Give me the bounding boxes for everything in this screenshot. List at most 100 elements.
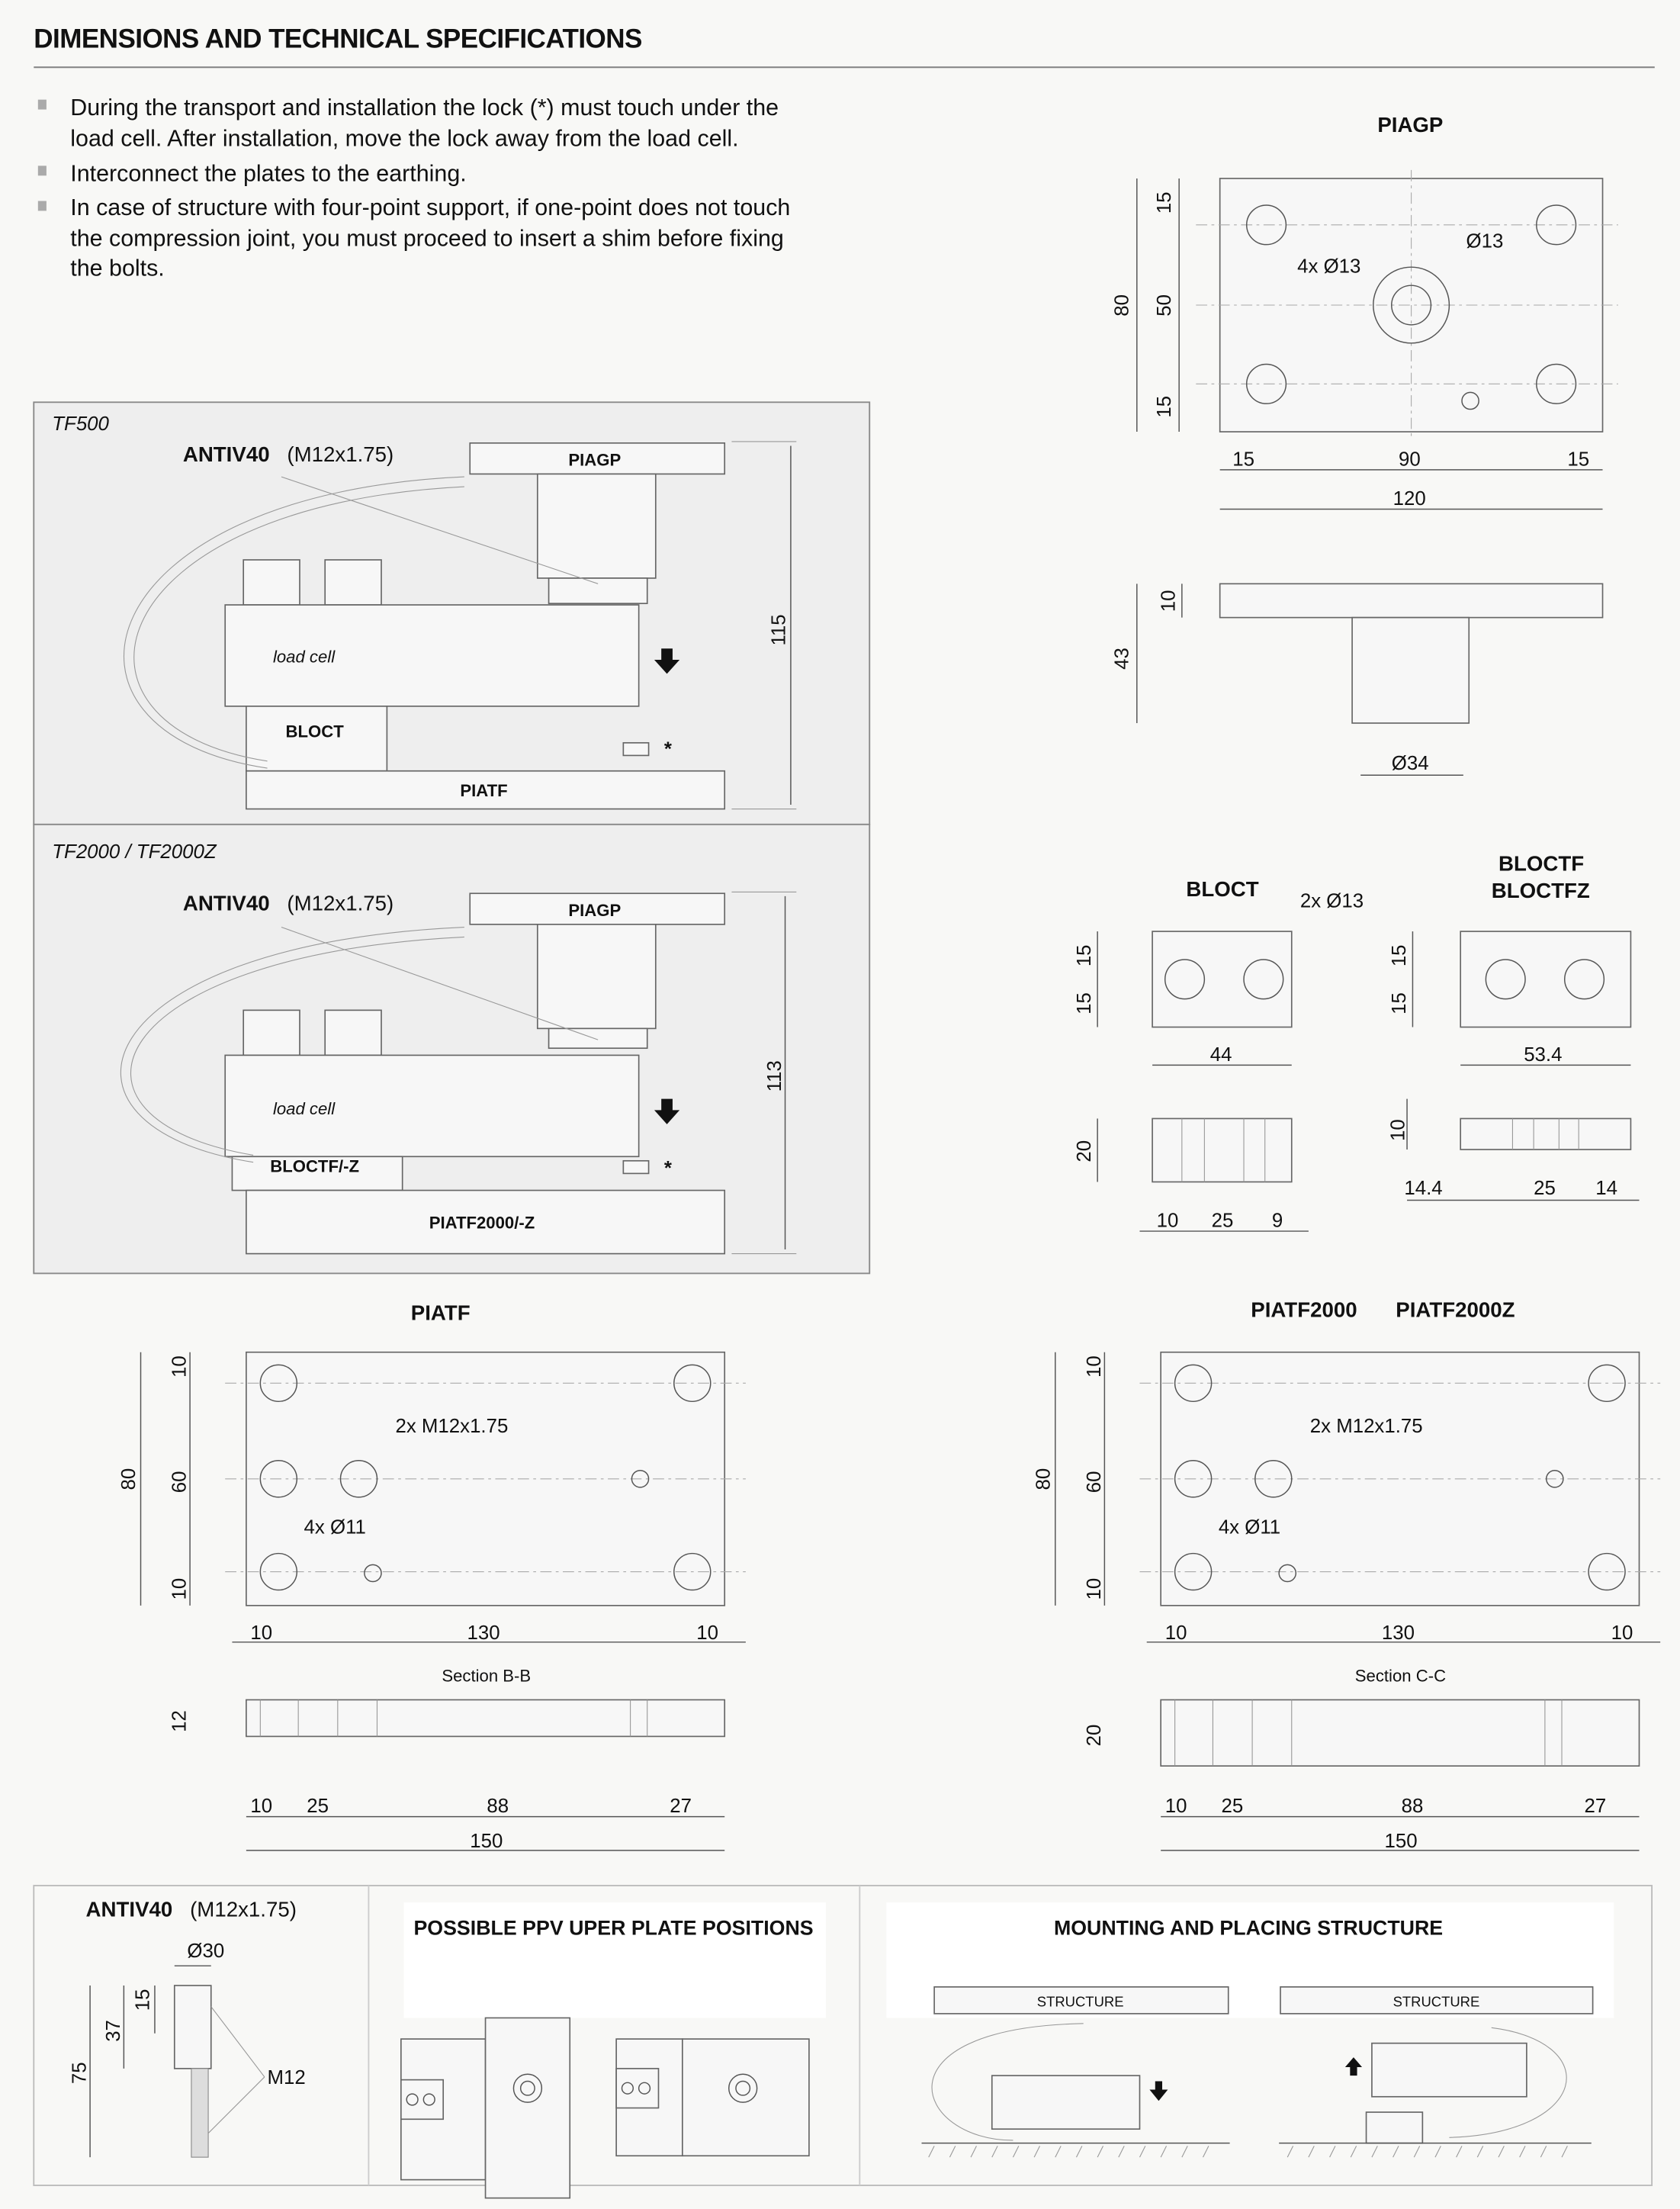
dim: 60 <box>169 1471 191 1494</box>
load-cell-label: load cell <box>273 648 336 667</box>
dim: 120 <box>1393 488 1426 510</box>
dim: 75 <box>69 2062 91 2084</box>
cable <box>124 476 464 769</box>
dim: 60 <box>1084 1471 1105 1494</box>
notes-list: During the transport and installation th… <box>37 95 790 281</box>
down-arrow-icon <box>654 1098 680 1124</box>
bloct-title: BLOCT <box>1186 877 1258 901</box>
dim: 80 <box>1033 1468 1054 1490</box>
dim: 130 <box>1382 1622 1415 1644</box>
antiv40-spec: (M12x1.75) <box>190 1898 297 1921</box>
dim: 50 <box>1154 294 1175 317</box>
dim: 10 <box>169 1578 191 1600</box>
dim: 150 <box>470 1831 503 1852</box>
dim: 88 <box>487 1796 509 1817</box>
dim: 10 <box>1084 1355 1105 1378</box>
bloctfz-title: BLOCTFZ <box>1492 879 1590 902</box>
dim: 15 <box>1389 944 1410 966</box>
dim: 90 <box>1399 449 1421 470</box>
page-title: DIMENSIONS AND TECHNICAL SPECIFICATIONS <box>34 24 642 53</box>
bloctf-drawing: BLOCTF BLOCTFZ 15 15 53.4 10 14.4 25 14 <box>1387 852 1640 1201</box>
ground-hatch <box>928 2146 1568 2158</box>
antiv-label: ANTIV40 <box>183 891 270 915</box>
note-line: the bolts. <box>70 255 165 281</box>
piatf-drawing: PIATF 2x M12x1.75 4x Ø11 80 10 60 10 10 … <box>118 1301 746 1852</box>
dim: 15 <box>1154 396 1175 418</box>
dim: 10 <box>1165 1622 1187 1644</box>
dim: 10 <box>696 1622 718 1644</box>
holes-label: 2x Ø13 <box>1300 891 1364 912</box>
dim: 53.4 <box>1524 1044 1562 1066</box>
cable <box>120 926 464 1163</box>
dim: 43 <box>1112 648 1133 670</box>
threads-label: 2x M12x1.75 <box>395 1416 508 1437</box>
bloct-drawing: BLOCT 2x Ø13 15 15 44 20 10 25 9 <box>1074 877 1364 1232</box>
tf2000-title: TF2000 / TF2000Z <box>52 841 217 863</box>
section-label: Section B-B <box>442 1666 531 1685</box>
center-hole-label: Ø13 <box>1466 230 1504 252</box>
block-label: BLOCTF/-Z <box>270 1157 359 1176</box>
positions-title: POSSIBLE PPV UPER PLATE POSITIONS <box>413 1917 813 1940</box>
top-plate-label: PIAGP <box>568 901 621 920</box>
bottom-plate-label: PIATF2000/-Z <box>429 1213 535 1232</box>
down-arrow-icon <box>1149 2081 1168 2101</box>
note-line: During the transport and installation th… <box>70 95 779 121</box>
dim: 20 <box>1084 1725 1105 1747</box>
bullet-icon <box>37 166 47 176</box>
dim: 25 <box>1212 1211 1234 1232</box>
dim: Ø34 <box>1392 753 1429 774</box>
dim: 9 <box>1272 1211 1283 1232</box>
dim: 15 <box>1074 944 1095 966</box>
dim: 15 <box>1154 191 1175 214</box>
mounting-title: MOUNTING AND PLACING STRUCTURE <box>1054 1917 1443 1940</box>
antiv-spec: (M12x1.75) <box>287 891 393 915</box>
height-dim: 115 <box>769 614 790 645</box>
structure-label: STRUCTURE <box>1393 1994 1480 2010</box>
dim: 44 <box>1210 1044 1232 1066</box>
tf2000-panel: TF2000 / TF2000Z ANTIV40 (M12x1.75) PIAG… <box>33 823 871 1275</box>
lock-mark: * <box>664 1158 673 1179</box>
position-sketch-1 <box>400 2017 571 2199</box>
block-label: BLOCT <box>286 722 345 741</box>
bottom-plate-label: PIATF <box>460 781 507 800</box>
dim: 37 <box>103 2020 124 2042</box>
dim: 15 <box>1567 449 1589 470</box>
piatf-title: PIATF <box>411 1301 471 1324</box>
piagp-drawing: PIAGP 4x Ø13 Ø13 80 15 50 15 15 90 15 12… <box>1112 113 1618 776</box>
up-arrow-icon <box>1344 2057 1363 2076</box>
dim-height: 80 <box>1112 294 1133 317</box>
dim: 12 <box>169 1710 191 1732</box>
bullet-icon <box>37 99 47 110</box>
antiv-label: ANTIV40 <box>183 442 270 466</box>
dim: 25 <box>1222 1796 1244 1817</box>
top-plate-label: PIAGP <box>568 450 621 469</box>
dim: 27 <box>1585 1796 1607 1817</box>
dim: 25 <box>307 1796 329 1817</box>
dim: 10 <box>169 1355 191 1378</box>
position-sketch-2 <box>615 2038 810 2157</box>
dim: 15 <box>1074 992 1095 1014</box>
antiv-spec: (M12x1.75) <box>287 442 393 466</box>
dim: 25 <box>1534 1178 1556 1199</box>
bullet-icon <box>37 201 47 211</box>
dim: 10 <box>250 1796 272 1817</box>
note-line: load cell. After installation, move the … <box>70 126 738 152</box>
dim: Ø30 <box>187 1941 224 1962</box>
dim: 15 <box>1389 992 1410 1014</box>
dim: 10 <box>1157 1211 1179 1232</box>
antiv40-title: ANTIV40 <box>86 1898 173 1921</box>
piatf2000-drawing: PIATF2000 PIATF2000Z 2x M12x1.75 4x Ø11 … <box>1033 1298 1661 1852</box>
dim: 14 <box>1595 1178 1617 1199</box>
dim: 10 <box>1084 1578 1105 1600</box>
dim: 15 <box>133 1989 154 2011</box>
dim: 15 <box>1232 449 1254 470</box>
dim: 80 <box>118 1468 140 1490</box>
dim: 10 <box>250 1622 272 1644</box>
threads-label: 2x M12x1.75 <box>1310 1416 1423 1437</box>
piagp-title: PIAGP <box>1377 113 1443 137</box>
dim: 10 <box>1158 590 1180 612</box>
thread-label: M12 <box>268 2067 306 2088</box>
note-line: the compression joint, you must proceed … <box>70 226 784 252</box>
bottom-panels: ANTIV40 (M12x1.75) Ø30 75 37 15 M12 POSS… <box>33 1885 1653 2199</box>
